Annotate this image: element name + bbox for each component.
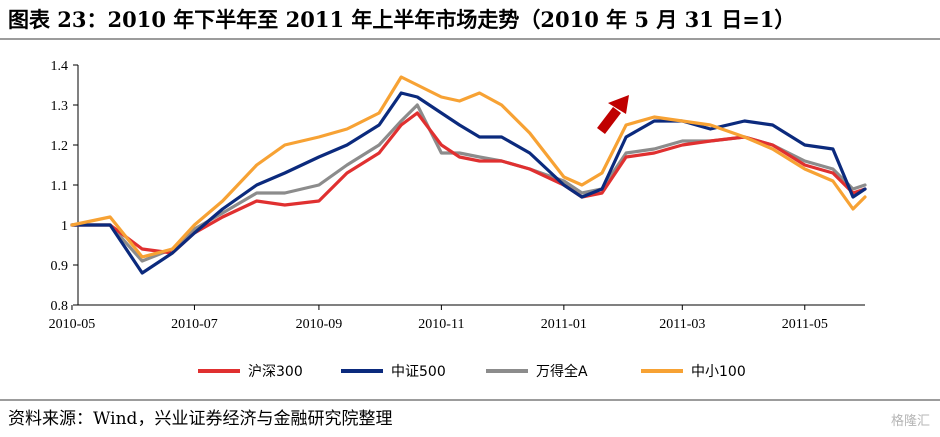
legend-label: 中小100 [691,364,746,380]
y-tick-label: 1 [61,219,68,234]
chart-title: 图表 23：2010 年下半年至 2011 年上半年市场走势（2010 年 5 … [8,7,796,32]
x-tick-label: 2011-05 [782,317,828,332]
y-tick-label: 0.9 [51,259,69,274]
legend-label: 中证500 [391,364,446,380]
x-tick-label: 2011-01 [541,317,587,332]
y-tick-label: 1.2 [51,139,69,154]
x-tick-label: 2010-05 [49,317,96,332]
legend-label: 万得全A [536,363,588,380]
x-tick-label: 2011-03 [659,317,705,332]
chart-axes: 0.8 0.9 1 1.1 1.2 1.3 1.4 2010-05 2010-07 2010-09… [49,59,865,332]
x-tick-label: 2010-11 [418,317,464,332]
x-tick-label: 2010-07 [171,317,218,332]
bottom-rule [0,399,940,401]
y-tick-label: 0.8 [51,299,69,314]
y-tick-label: 1.4 [51,59,69,74]
series-line-1 [70,91,867,275]
y-tick-label: 1.1 [51,179,69,194]
y-tick-label: 1.3 [51,99,69,114]
source-note: 资料来源：Wind，兴业证券经济与金融研究院整理 [8,409,393,429]
chart-series [70,75,867,275]
x-tick-label: 2010-09 [296,317,343,332]
trend-arrow-icon [597,95,629,135]
chart-legend: 沪深300 中证500 万得全A 中小100 [198,363,746,380]
watermark: 格隆汇 [890,414,930,429]
legend-label: 沪深300 [248,364,303,380]
top-rule [0,38,940,40]
series-line-3 [70,75,867,259]
